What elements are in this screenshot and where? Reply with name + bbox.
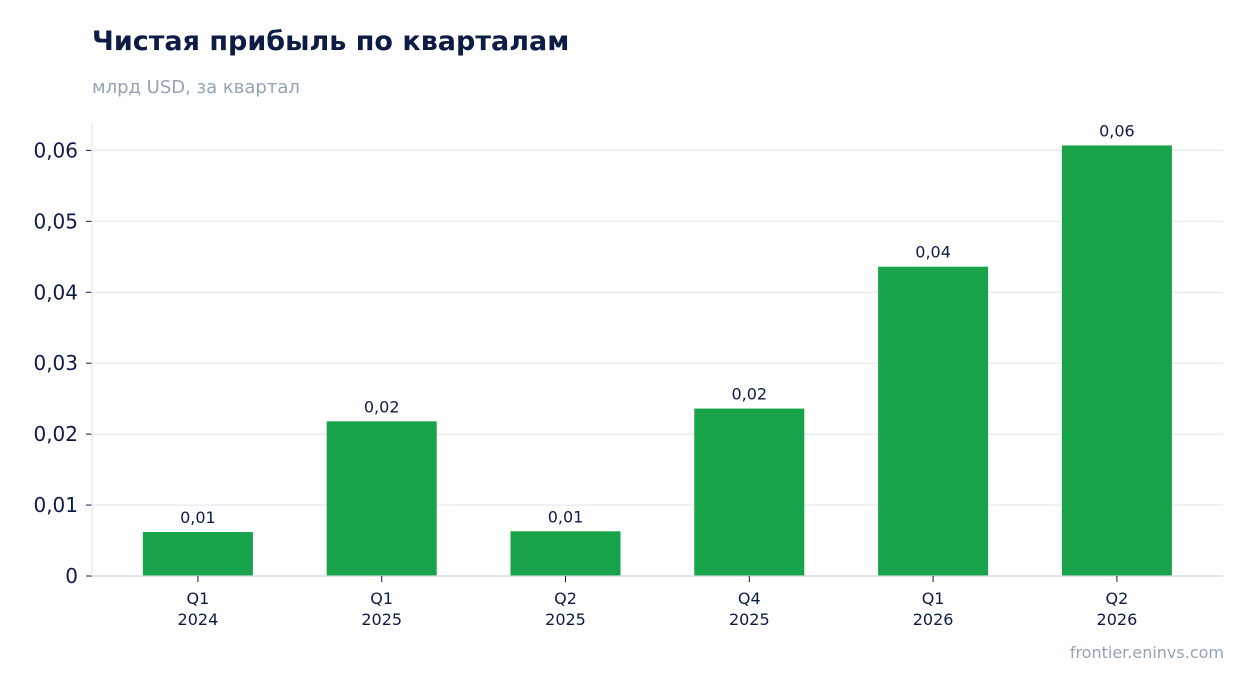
x-tick-label-quarter: Q1 <box>922 589 945 608</box>
y-tick-label: 0,02 <box>33 422 78 446</box>
x-tick-label-year: 2025 <box>729 610 770 629</box>
data-label: 0,02 <box>364 397 400 416</box>
data-label: 0,01 <box>548 507 584 526</box>
data-label: 0,06 <box>1099 121 1135 140</box>
data-label: 0,01 <box>180 508 216 527</box>
y-tick-label: 0,05 <box>33 209 78 233</box>
y-tick-label: 0,01 <box>33 493 78 517</box>
chart-subtitle: млрд USD, за квартал <box>92 77 300 98</box>
x-tick-label-quarter: Q4 <box>738 589 761 608</box>
x-tick-label-year: 2026 <box>1097 610 1138 629</box>
gridlines <box>92 149 1223 506</box>
y-axis: 0 0,01 0,02 0,03 0,04 0,05 0,06 <box>33 122 93 588</box>
x-tick-label-year: 2025 <box>545 610 586 629</box>
bar <box>1061 145 1172 577</box>
bar <box>878 266 989 576</box>
bar <box>142 532 253 576</box>
x-tick-label-quarter: Q2 <box>1106 589 1129 608</box>
y-tick-label: 0,04 <box>33 280 78 304</box>
x-axis: Q1 2024 Q1 2025 Q2 2025 Q4 2025 Q1 2026 Q2 2026 <box>92 575 1223 629</box>
bar <box>694 408 805 576</box>
y-tick-label: 0,06 <box>33 138 78 162</box>
data-label: 0,02 <box>731 385 767 404</box>
bar <box>326 421 437 576</box>
x-tick-label-year: 2024 <box>178 610 219 629</box>
y-tick-label: 0,03 <box>33 351 78 375</box>
x-tick-label-quarter: Q2 <box>554 589 577 608</box>
source-label: frontier.eninvs.com <box>1069 643 1224 662</box>
bars: 0,01 0,02 0,01 0,02 0,04 0,06 <box>142 121 1172 577</box>
x-tick-label-year: 2025 <box>361 610 402 629</box>
x-tick-label-quarter: Q1 <box>370 589 393 608</box>
chart-title: Чистая прибыль по кварталам <box>92 26 570 57</box>
x-tick-label-quarter: Q1 <box>187 589 210 608</box>
y-tick-label: 0 <box>65 564 78 588</box>
data-label: 0,04 <box>915 243 951 262</box>
bar <box>510 531 621 576</box>
x-tick-label-year: 2026 <box>913 610 954 629</box>
